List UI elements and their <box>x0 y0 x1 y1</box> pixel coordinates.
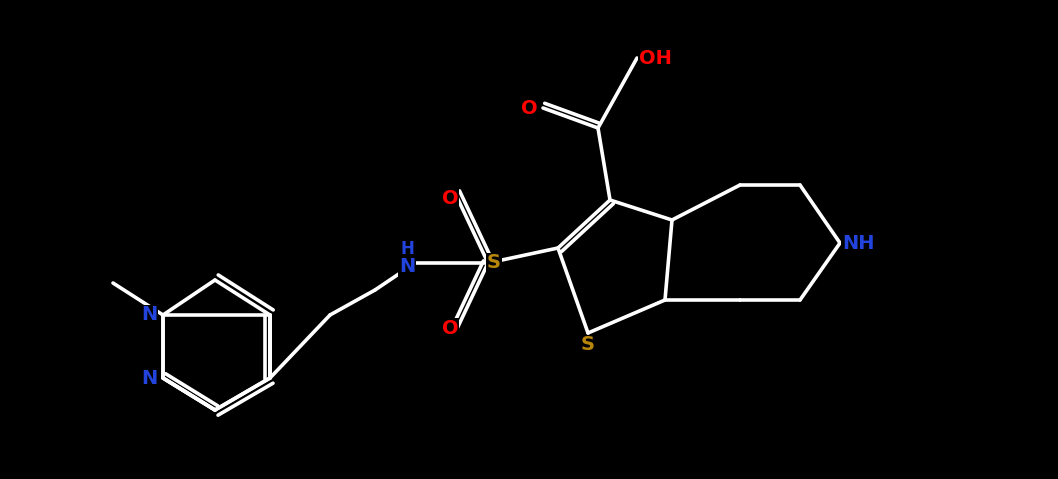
Text: NH: NH <box>842 233 874 252</box>
Text: O: O <box>441 319 458 338</box>
Text: OH: OH <box>639 48 672 68</box>
Text: S: S <box>487 253 501 273</box>
Text: H: H <box>400 240 414 258</box>
Text: O: O <box>521 99 537 117</box>
Text: S: S <box>581 335 595 354</box>
Text: N: N <box>141 368 158 388</box>
Text: O: O <box>441 189 458 207</box>
Text: N: N <box>141 306 158 324</box>
Text: N: N <box>399 258 415 276</box>
